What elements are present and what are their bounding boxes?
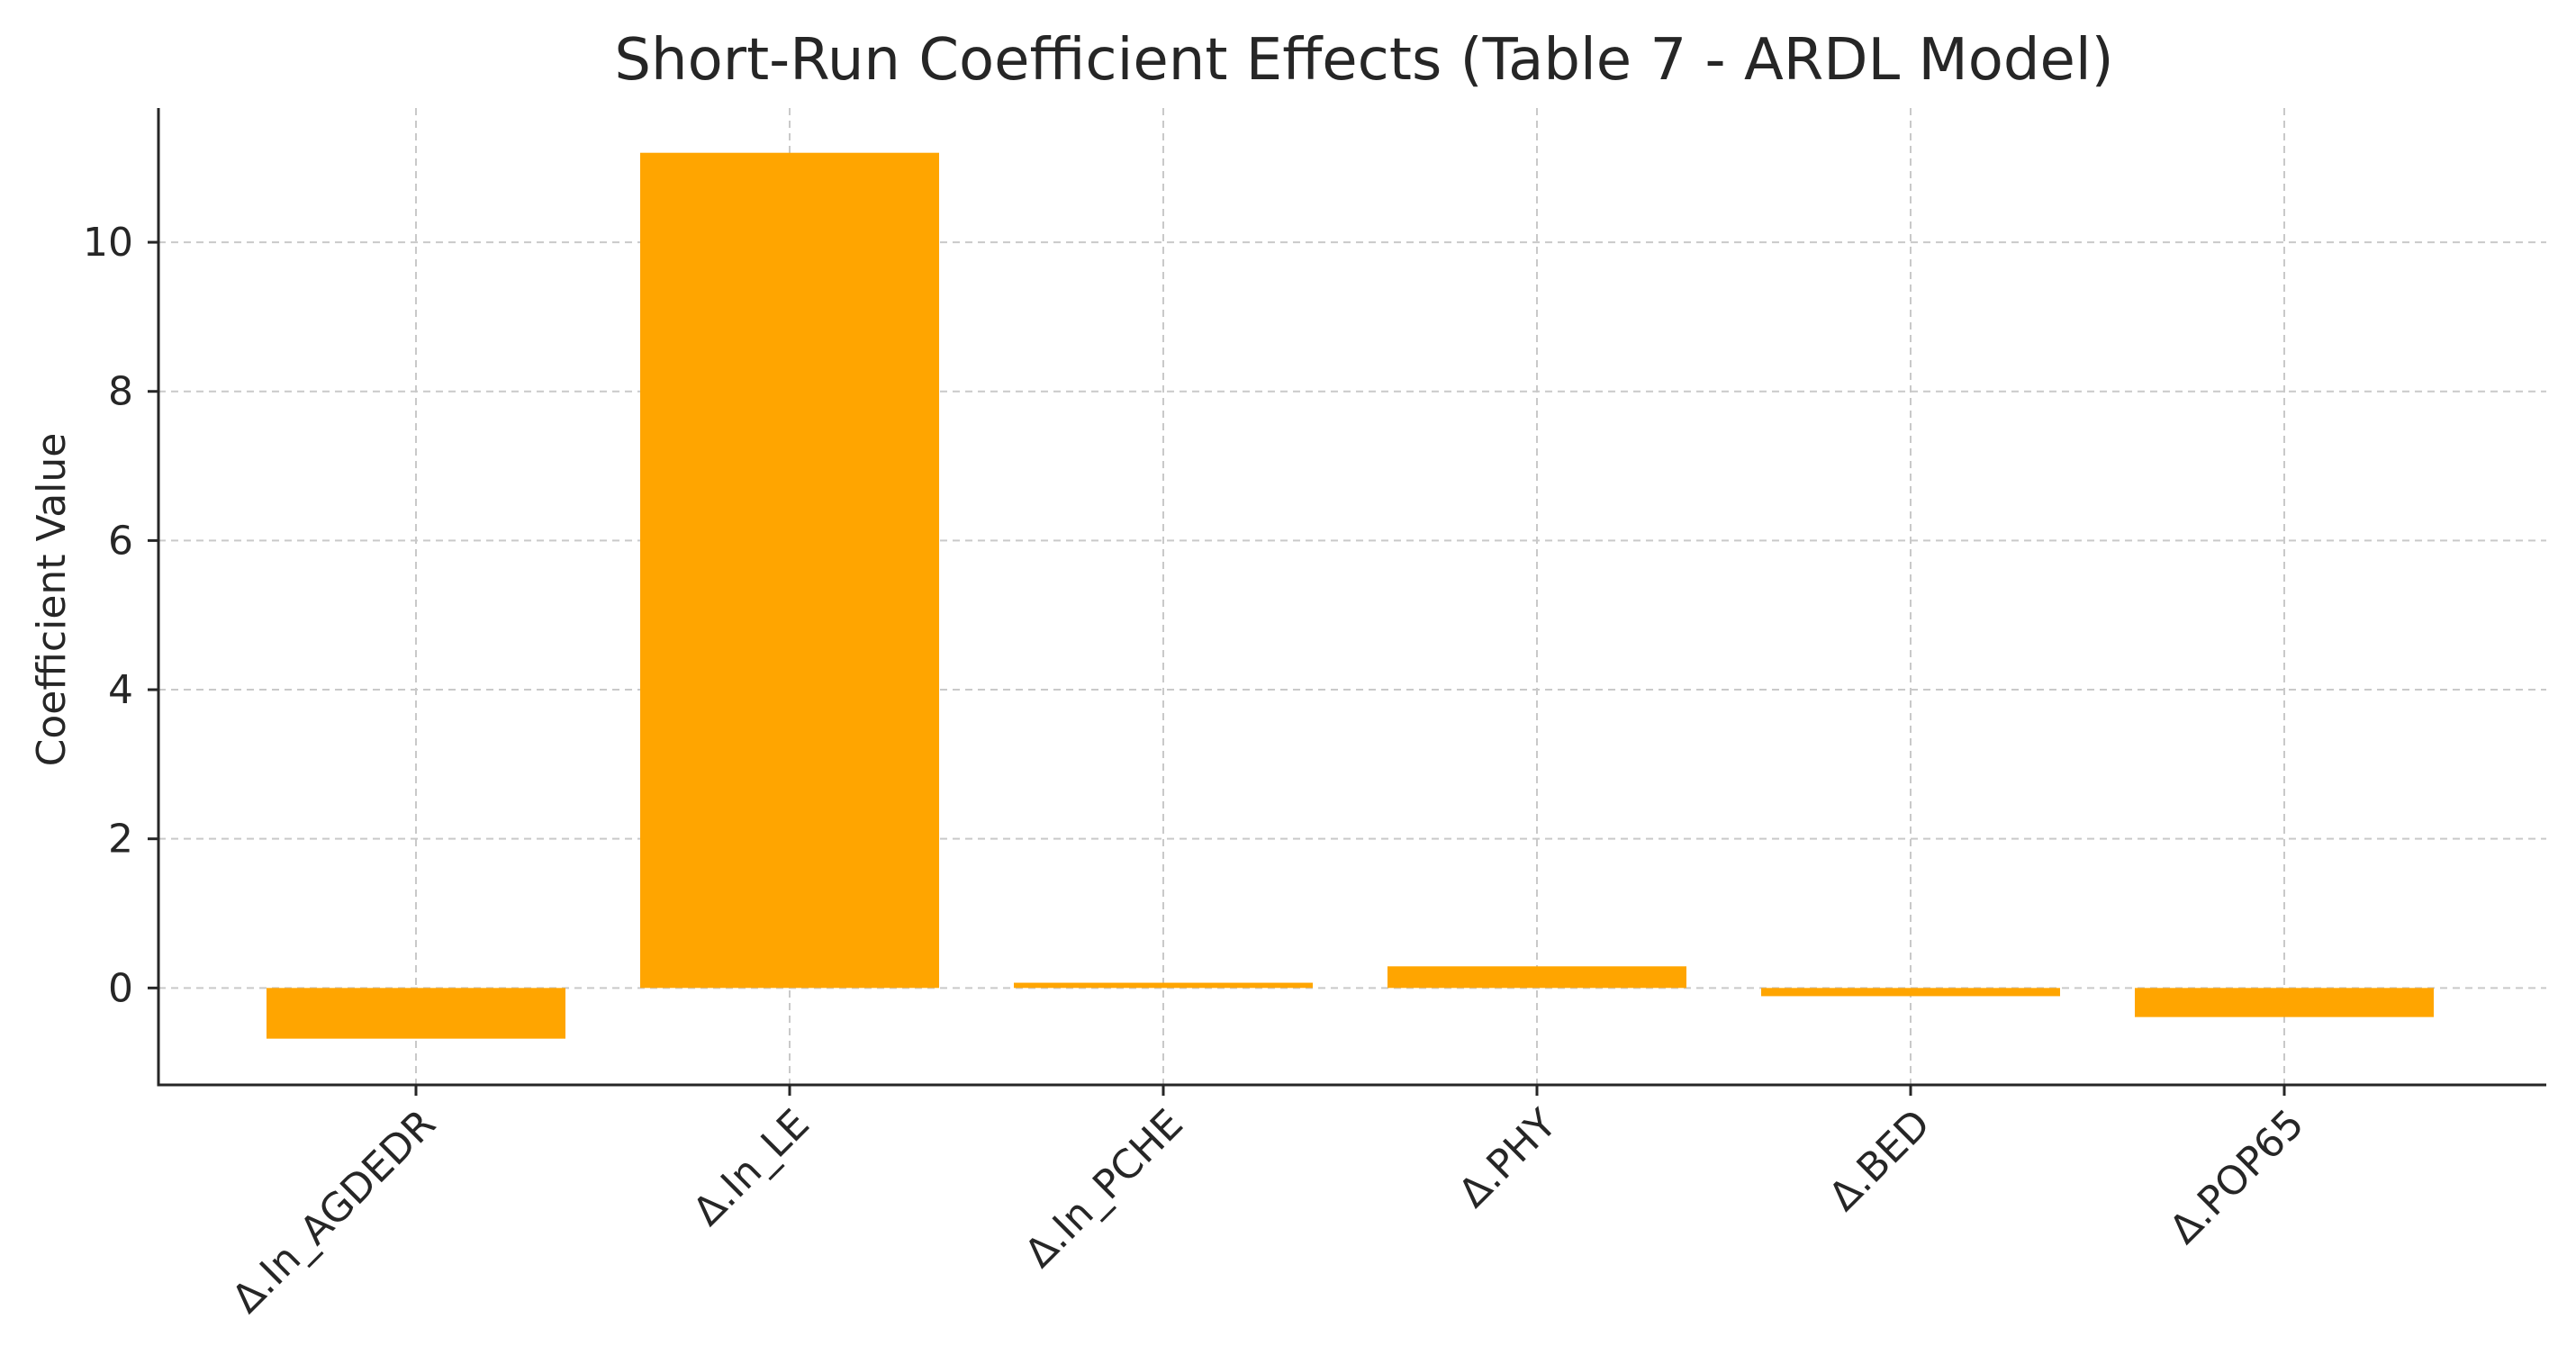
bar xyxy=(1387,966,1686,989)
y-axis-ticks: 0 2 4 6 8 10 xyxy=(83,220,158,1011)
y-tick-label: 10 xyxy=(83,220,133,266)
x-tick-label: Δ.In_PCHE xyxy=(1017,1101,1192,1277)
axis-spines xyxy=(157,108,2546,1087)
x-tick-label: Δ.BED xyxy=(1821,1101,1939,1220)
x-tick-label: Δ.POP65 xyxy=(2161,1101,2313,1253)
y-axis-label: Coefficient Value xyxy=(29,433,75,767)
bar xyxy=(2135,988,2434,1017)
x-axis-ticks: Δ.In_AGDEDR Δ.In_LE Δ.In_PCHE Δ.PHY Δ.BED Δ.P… xyxy=(223,1085,2313,1322)
y-tick-label: 2 xyxy=(108,817,133,863)
y-tick-label: 4 xyxy=(108,667,133,713)
grid-lines xyxy=(158,108,2546,1085)
bar xyxy=(640,152,939,989)
chart-title: Short-Run Coefficient Effects (Table 7 -… xyxy=(614,27,2113,94)
y-tick-label: 8 xyxy=(108,369,133,415)
axes xyxy=(157,108,2546,1087)
x-tick-label: Δ.PHY xyxy=(1450,1101,1565,1216)
x-tick-label: Δ.In_LE xyxy=(684,1101,818,1235)
y-tick-label: 6 xyxy=(108,518,133,564)
x-tick-label: Δ.In_AGDEDR xyxy=(223,1101,445,1323)
bar xyxy=(1761,988,2060,997)
bar xyxy=(1014,982,1313,989)
y-tick-label: 0 xyxy=(108,965,133,1011)
bar xyxy=(267,988,565,1039)
bars xyxy=(267,152,2434,1039)
